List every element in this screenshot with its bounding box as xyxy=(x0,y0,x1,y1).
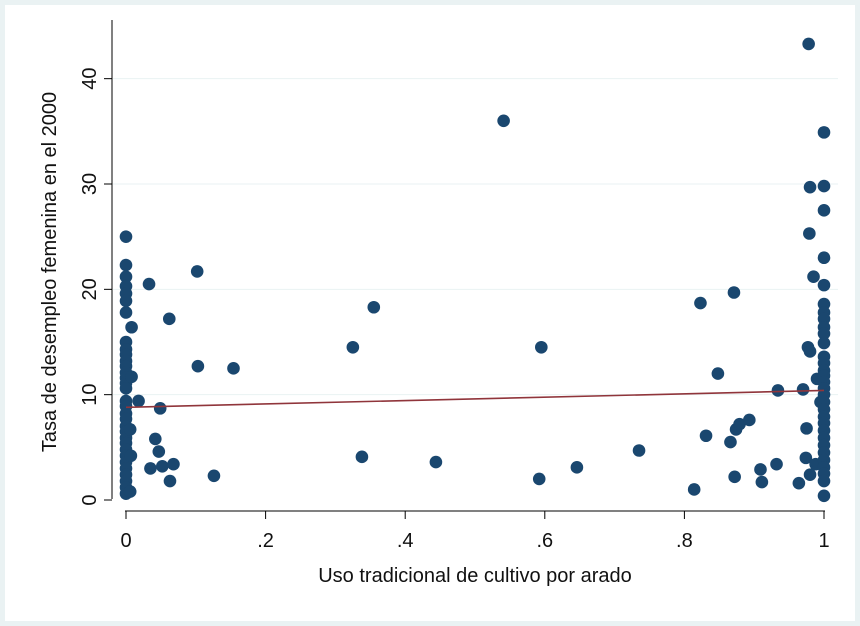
data-point xyxy=(807,270,820,283)
y-tick-label: 20 xyxy=(79,278,101,300)
data-point xyxy=(163,474,177,488)
data-point xyxy=(754,463,767,476)
data-point xyxy=(799,451,813,465)
data-point xyxy=(124,449,138,463)
data-point xyxy=(817,336,831,350)
data-point xyxy=(771,384,785,397)
data-point xyxy=(153,402,167,415)
data-point xyxy=(570,461,584,474)
data-point xyxy=(817,251,831,265)
data-point xyxy=(191,359,205,373)
chart-frame: 0 10 20 30 40 0 .2 .4 .6 .8 1 Uso tradicional de c… xyxy=(5,5,855,621)
data-point xyxy=(770,457,783,471)
data-point xyxy=(125,370,138,384)
fit-line-layer xyxy=(125,389,825,409)
data-point xyxy=(803,468,817,482)
data-point xyxy=(346,340,360,354)
data-point xyxy=(149,432,162,446)
data-point xyxy=(632,444,646,457)
data-point xyxy=(817,204,831,217)
data-point xyxy=(429,455,443,469)
data-point xyxy=(817,126,831,139)
data-point xyxy=(803,227,816,240)
data-point xyxy=(119,382,133,395)
data-point xyxy=(119,230,133,243)
data-point xyxy=(152,445,166,458)
data-point xyxy=(532,472,546,486)
data-point xyxy=(817,327,831,340)
data-point xyxy=(535,340,548,354)
data-point xyxy=(817,278,831,292)
data-point xyxy=(817,474,831,488)
data-point xyxy=(817,179,831,193)
data-point xyxy=(817,489,831,503)
y-tick-label: 30 xyxy=(79,173,101,195)
data-point xyxy=(142,277,156,291)
y-tick-label: 0 xyxy=(79,494,101,505)
data-point xyxy=(119,306,133,319)
data-point xyxy=(687,483,701,496)
data-point xyxy=(711,367,725,380)
data-point xyxy=(123,423,137,436)
x-tick-label: .4 xyxy=(397,530,414,552)
data-point xyxy=(355,450,369,464)
data-point xyxy=(119,294,133,308)
y-tick-label: 10 xyxy=(79,384,101,406)
data-point xyxy=(497,114,510,128)
data-point xyxy=(167,457,180,471)
data-points xyxy=(119,37,831,503)
x-tick-label: .8 xyxy=(676,530,693,552)
data-point xyxy=(800,422,813,435)
x-axis-title: Uso tradicional de cultivo por arado xyxy=(318,565,632,587)
y-axis-title: Tasa de desempleo femenina en el 2000 xyxy=(39,92,61,452)
data-point xyxy=(132,394,145,408)
grid-lines xyxy=(113,78,838,396)
data-point xyxy=(743,413,756,427)
data-point xyxy=(123,485,137,498)
y-tick-label: 40 xyxy=(79,68,101,90)
data-point xyxy=(724,435,737,449)
data-point xyxy=(796,383,810,396)
x-tick-label: .6 xyxy=(536,530,553,552)
data-point xyxy=(207,469,221,483)
data-point xyxy=(727,286,741,299)
data-point xyxy=(803,180,817,194)
data-point xyxy=(728,470,741,484)
data-point xyxy=(144,462,157,475)
data-point xyxy=(190,265,204,278)
axis-ticks: 0 10 20 30 40 0 .2 .4 .6 .8 1 xyxy=(79,68,830,552)
data-point xyxy=(802,37,815,51)
data-point xyxy=(227,362,240,375)
x-tick-label: 1 xyxy=(818,530,829,552)
data-point xyxy=(755,475,769,489)
data-point xyxy=(792,476,806,490)
scatter-chart: 0 10 20 30 40 0 .2 .4 .6 .8 1 Uso tradicional de c… xyxy=(39,20,838,587)
data-point xyxy=(125,320,138,334)
data-point xyxy=(119,258,133,272)
data-point xyxy=(699,429,713,443)
data-point xyxy=(162,312,176,326)
data-point xyxy=(803,345,817,358)
fit-line xyxy=(125,389,825,409)
data-point xyxy=(155,459,169,473)
x-tick-label: .2 xyxy=(257,530,274,552)
data-point xyxy=(119,270,133,283)
x-tick-label: 0 xyxy=(120,530,131,552)
data-point xyxy=(367,300,381,314)
data-point xyxy=(694,296,707,310)
data-point xyxy=(733,417,746,431)
